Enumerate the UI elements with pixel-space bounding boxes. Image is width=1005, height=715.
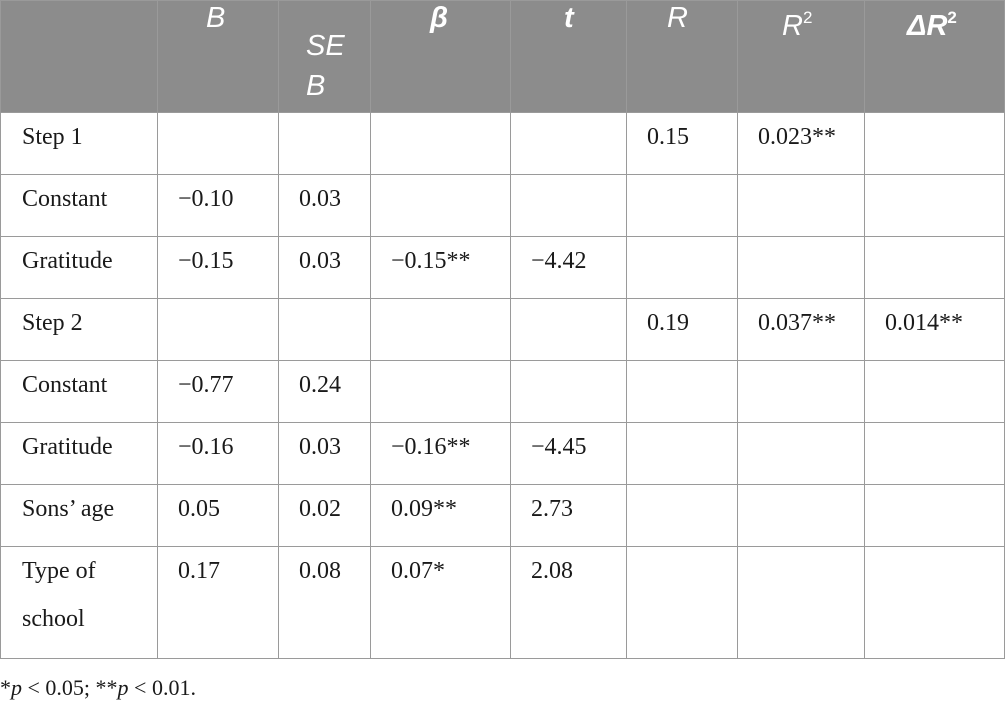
table-header: B SE B β t R R2 ΔR2 (0, 0, 1005, 113)
cell-r (626, 484, 738, 547)
cell-delta-r2 (864, 546, 1005, 659)
cell-delta-r2 (864, 112, 1005, 175)
cell-delta-r2: 0.014** (864, 298, 1005, 361)
row-label: Type of school (0, 546, 158, 659)
header-se-b: SE B (278, 0, 371, 113)
cell-se-b: 0.08 (278, 546, 371, 659)
cell-beta: −0.16** (370, 422, 511, 485)
cell-b: 0.05 (157, 484, 279, 547)
footnote-text: < 0.05; ** (22, 675, 118, 700)
cell-r2 (737, 546, 865, 659)
cell-r2 (737, 422, 865, 485)
header-beta: β (370, 0, 511, 113)
row-label: Step 2 (0, 298, 158, 361)
table-row: Constant −0.77 0.24 (0, 360, 1005, 423)
table-footnote: *p < 0.05; **p < 0.01. (0, 673, 196, 703)
cell-t: 2.73 (510, 484, 627, 547)
cell-beta: 0.09** (370, 484, 511, 547)
header-b: B (157, 0, 279, 113)
header-row: B SE B β t R R2 ΔR2 (0, 0, 1005, 113)
cell-r2 (737, 484, 865, 547)
table-row: Gratitude −0.15 0.03 −0.15** −4.42 (0, 236, 1005, 299)
regression-table: B SE B β t R R2 ΔR2 Step 1 0.15 0.023** … (0, 0, 1005, 659)
cell-delta-r2 (864, 422, 1005, 485)
cell-r: 0.15 (626, 112, 738, 175)
table-row: Type of school 0.17 0.08 0.07* 2.08 (0, 546, 1005, 659)
cell-r (626, 174, 738, 237)
table-row: Step 2 0.19 0.037** 0.014** (0, 298, 1005, 361)
cell-b: −0.15 (157, 236, 279, 299)
cell-se-b: 0.03 (278, 236, 371, 299)
cell-b (157, 112, 279, 175)
cell-r2: 0.023** (737, 112, 865, 175)
cell-delta-r2 (864, 174, 1005, 237)
table-row: Gratitude −0.16 0.03 −0.16** −4.45 (0, 422, 1005, 485)
header-stub-cell (0, 0, 158, 113)
cell-se-b (278, 112, 371, 175)
cell-beta (370, 298, 511, 361)
cell-t: 2.08 (510, 546, 627, 659)
cell-beta (370, 112, 511, 175)
cell-t (510, 298, 627, 361)
cell-beta (370, 174, 511, 237)
cell-r (626, 422, 738, 485)
cell-se-b: 0.02 (278, 484, 371, 547)
cell-r (626, 360, 738, 423)
table-row: Step 1 0.15 0.023** (0, 112, 1005, 175)
cell-delta-r2 (864, 236, 1005, 299)
header-r: R (626, 0, 738, 113)
cell-se-b: 0.03 (278, 174, 371, 237)
cell-beta (370, 360, 511, 423)
cell-delta-r2 (864, 484, 1005, 547)
cell-se-b (278, 298, 371, 361)
table-row: Sons’ age 0.05 0.02 0.09** 2.73 (0, 484, 1005, 547)
cell-b: −0.16 (157, 422, 279, 485)
row-label: Step 1 (0, 112, 158, 175)
footnote-text: < 0.01. (128, 675, 196, 700)
row-label: Constant (0, 174, 158, 237)
cell-b: 0.17 (157, 546, 279, 659)
cell-t (510, 360, 627, 423)
cell-r2 (737, 236, 865, 299)
cell-b (157, 298, 279, 361)
cell-se-b: 0.24 (278, 360, 371, 423)
cell-r2 (737, 360, 865, 423)
footnote-p: p (117, 675, 129, 700)
cell-beta: −0.15** (370, 236, 511, 299)
table-row: Constant −0.10 0.03 (0, 174, 1005, 237)
cell-t: −4.42 (510, 236, 627, 299)
cell-r2: 0.037** (737, 298, 865, 361)
cell-r (626, 236, 738, 299)
cell-t (510, 174, 627, 237)
cell-t: −4.45 (510, 422, 627, 485)
cell-r (626, 546, 738, 659)
header-r2: R2 (737, 0, 865, 113)
table-body: Step 1 0.15 0.023** Constant −0.10 0.03 … (0, 112, 1005, 659)
cell-b: −0.77 (157, 360, 279, 423)
row-label: Sons’ age (0, 484, 158, 547)
header-delta-r2: ΔR2 (864, 0, 1005, 113)
row-label: Constant (0, 360, 158, 423)
cell-se-b: 0.03 (278, 422, 371, 485)
cell-r: 0.19 (626, 298, 738, 361)
cell-beta: 0.07* (370, 546, 511, 659)
cell-r2 (737, 174, 865, 237)
row-label: Gratitude (0, 422, 158, 485)
footnote-star: * (0, 675, 11, 700)
cell-delta-r2 (864, 360, 1005, 423)
cell-t (510, 112, 627, 175)
cell-b: −0.10 (157, 174, 279, 237)
footnote-p: p (11, 675, 22, 700)
row-label: Gratitude (0, 236, 158, 299)
header-t: t (510, 0, 627, 113)
